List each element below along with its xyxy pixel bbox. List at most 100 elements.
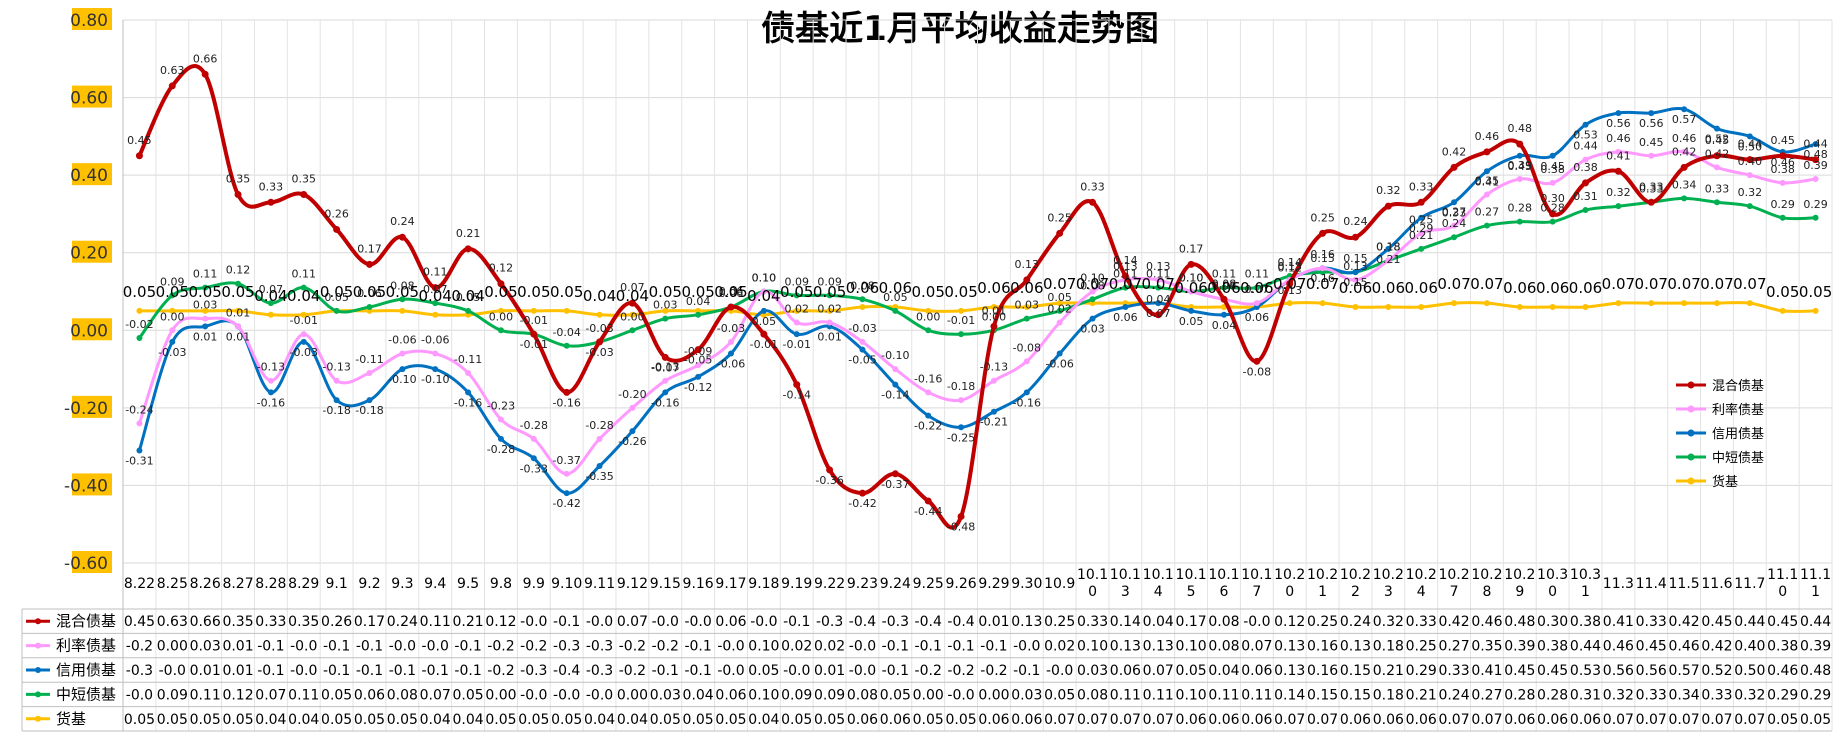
data-point — [1483, 148, 1491, 156]
table-cell: 0.24 — [1340, 614, 1371, 630]
table-cell: 0.05 — [321, 687, 352, 703]
table-cell: 0.11 — [420, 614, 451, 630]
y-tick-background — [72, 163, 112, 186]
data-point — [136, 335, 143, 342]
data-label: 0.01 — [226, 330, 251, 343]
data-point — [596, 463, 603, 470]
x-tick-label: 10.2 4 — [1406, 567, 1437, 600]
data-point — [629, 311, 636, 318]
data-label: 0.09 — [160, 275, 185, 288]
table-cell: 0.04 — [420, 712, 451, 728]
data-point — [300, 311, 307, 318]
table-cell: 0.00 — [978, 687, 1009, 703]
table-cell: 0.06 — [880, 712, 911, 728]
data-label: 0.29 — [1803, 198, 1828, 211]
data-label: -0.16 — [1013, 396, 1041, 409]
data-label: 0.11 — [1113, 268, 1138, 281]
data-point — [1155, 300, 1162, 307]
data-label: -0.11 — [454, 353, 482, 366]
series-data-labels: 0.05 0.05 0.05 0.05 0.04 0.04 0.05 0.05 0.05 0.04… — [123, 275, 1833, 305]
x-tick-label: 11.4 — [1636, 576, 1667, 592]
data-point — [1385, 304, 1392, 311]
data-label: 0.07 — [1273, 275, 1306, 293]
data-point — [662, 389, 669, 396]
table-cell: -0.2 — [980, 663, 1007, 679]
data-point — [1089, 296, 1096, 303]
table-cell: 0.06 — [1406, 712, 1437, 728]
row-name: 货基 — [56, 710, 86, 728]
table-row: 信用债基 -0.3 -0.0 0.01 0.01 -0.1 -0.0 -0.1 -0.1 -0.1… — [22, 661, 1832, 683]
table-cell: 0.08 — [847, 687, 878, 703]
data-label: 0.11 — [1146, 268, 1171, 281]
table-cell: 0.06 — [1537, 712, 1568, 728]
data-label: 0.06 — [1240, 279, 1273, 297]
data-point — [1286, 300, 1293, 307]
data-point — [398, 233, 406, 241]
data-label: 0.33 — [1705, 182, 1730, 195]
table-cell: 0.33 — [1438, 663, 1469, 679]
table-cell: -0.1 — [323, 639, 350, 655]
data-label: 0.07 — [1245, 283, 1270, 296]
table-cell: -0.1 — [684, 639, 711, 655]
data-label: 0.06 — [977, 279, 1010, 297]
table-cell: 0.05 — [683, 712, 714, 728]
table-cell: 0.05 — [1044, 687, 1075, 703]
data-label: 0.45 — [1705, 134, 1730, 147]
data-label: 0.14 — [1277, 256, 1302, 269]
data-label: 0.11 — [292, 268, 317, 281]
table-cell: 0.02 — [814, 639, 845, 655]
table-cell: 0.06 — [978, 712, 1009, 728]
data-label: -0.03 — [848, 322, 876, 335]
table-cell: 0.07 — [1110, 712, 1141, 728]
table-cell: 0.05 — [715, 712, 746, 728]
data-label: -0.16 — [454, 396, 482, 409]
table-cell: 0.57 — [1669, 663, 1700, 679]
data-point — [629, 428, 636, 435]
data-label: 0.04 — [686, 295, 711, 308]
legend-marker — [1687, 429, 1695, 437]
data-point — [1648, 110, 1655, 117]
x-tick-label: 10.3 0 — [1537, 567, 1568, 600]
data-label: -0.02 — [125, 318, 153, 331]
data-point — [1187, 260, 1195, 268]
table-cell: 0.31 — [1570, 687, 1601, 703]
x-tick-label: 8.27 — [222, 576, 253, 592]
table-cell: 0.25 — [1044, 614, 1075, 630]
y-tick-label: 0.80 — [70, 11, 108, 31]
data-label: 0.07 — [1043, 275, 1076, 293]
table-cell: 0.06 — [715, 687, 746, 703]
data-point — [497, 435, 504, 442]
table-cell: 0.32 — [1603, 687, 1634, 703]
data-point — [399, 350, 406, 357]
table-cell: 0.09 — [814, 687, 845, 703]
x-tick-label: 9.22 — [814, 576, 845, 592]
table-cell: 0.04 — [255, 712, 286, 728]
data-point — [1319, 265, 1326, 272]
table-cell: -0.1 — [356, 639, 383, 655]
table-cell: 0.00 — [157, 639, 188, 655]
table-cell: -0.2 — [126, 639, 153, 655]
data-point — [300, 338, 307, 345]
data-label: -0.08 — [1243, 365, 1271, 378]
table-cell: 0.05 — [551, 712, 582, 728]
data-label: 0.06 — [1404, 279, 1437, 297]
table-cell: 0.13 — [1143, 639, 1174, 655]
data-label: 0.03 — [653, 299, 678, 312]
table-cell: -0.1 — [915, 639, 942, 655]
x-tick-label: 10.2 9 — [1504, 567, 1535, 600]
data-point — [169, 292, 176, 299]
table-cell: 0.04 — [584, 712, 615, 728]
data-label: -0.26 — [618, 435, 646, 448]
table-cell: 0.12 — [222, 687, 253, 703]
data-point — [596, 435, 603, 442]
data-point — [990, 304, 997, 311]
table-cell: 0.12 — [485, 614, 516, 630]
data-label: 0.35 — [292, 173, 317, 186]
legend-label: 信用债基 — [1712, 427, 1764, 442]
data-point — [563, 470, 570, 477]
data-label: 0.25 — [1047, 211, 1072, 224]
data-point — [1648, 300, 1655, 307]
data-label: 0.07 — [1700, 275, 1733, 293]
table-cell: -0.1 — [553, 614, 580, 630]
data-point — [1385, 245, 1392, 252]
